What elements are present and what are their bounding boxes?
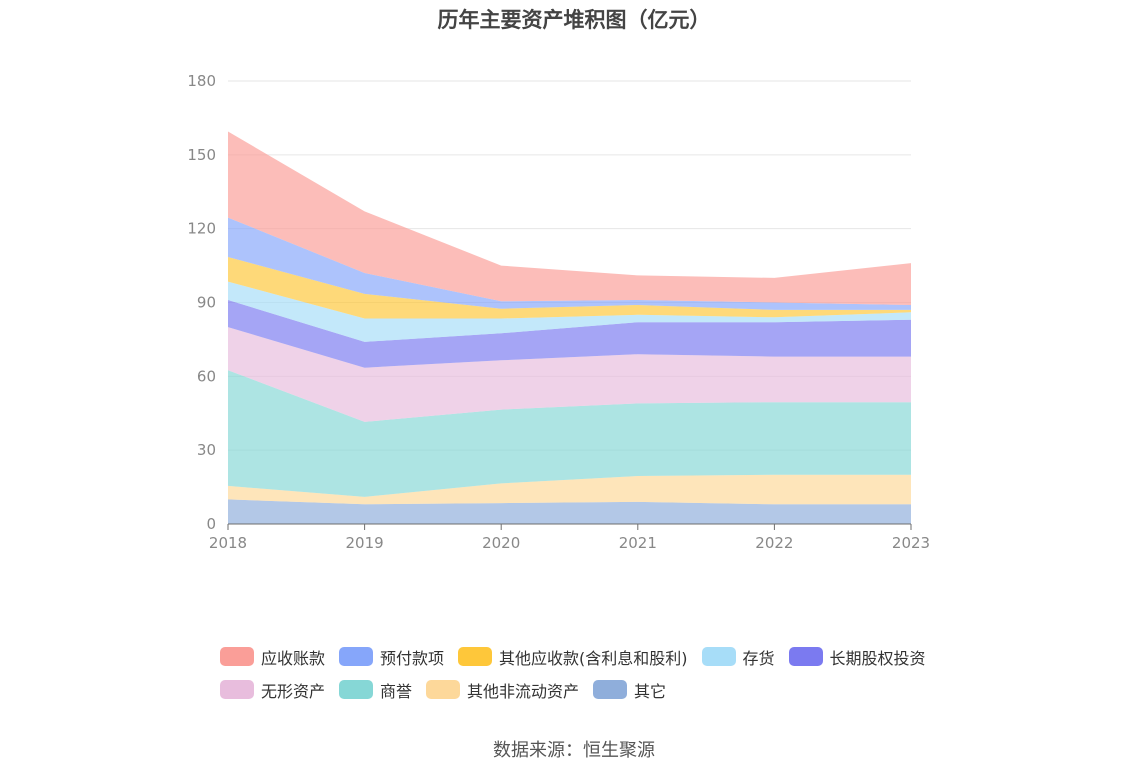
legend-item[interactable]: 其它 [593, 678, 666, 702]
legend-label: 应收账款 [261, 648, 326, 668]
legend-item[interactable]: 其他非流动资产 [426, 678, 579, 702]
legend-item[interactable]: 其他应收款(含利息和股利) [458, 645, 688, 669]
x-tick-label: 2023 [892, 534, 930, 552]
legend-label: 长期股权投资 [829, 648, 926, 668]
y-tick-label: 150 [187, 146, 216, 164]
y-tick-label: 60 [197, 367, 216, 385]
area-series [228, 499, 911, 524]
y-tick-label: 120 [187, 220, 216, 238]
area-series [228, 281, 911, 342]
legend-swatch [458, 647, 493, 666]
legend-swatch [593, 680, 628, 699]
y-tick-label: 90 [197, 294, 216, 312]
legend-swatch [339, 680, 374, 699]
legend-label: 预付款项 [380, 648, 445, 668]
area-series [228, 370, 911, 497]
area-series [228, 257, 911, 319]
legend-label: 存货 [742, 648, 775, 668]
area-series [228, 131, 911, 305]
legend-item[interactable]: 应收账款 [220, 645, 325, 669]
legend: 应收账款 预付款项 其他应收款(含利息和股利) 存货 长期股权投资无形资产 商誉 其他非流动… [220, 640, 960, 706]
legend-label: 其他应收款(含利息和股利) [499, 648, 688, 668]
legend-swatch [220, 680, 254, 699]
legend-row: 无形资产 商誉 其他非流动资产 其它 [220, 673, 960, 706]
legend-item[interactable]: 预付款项 [339, 645, 444, 669]
legend-swatch [220, 647, 254, 666]
area-series [228, 327, 911, 422]
legend-item[interactable]: 商誉 [339, 678, 412, 702]
legend-label: 无形资产 [261, 681, 326, 701]
legend-item[interactable]: 无形资产 [220, 678, 325, 702]
legend-swatch [701, 647, 736, 666]
area-series [228, 300, 911, 368]
x-tick-label: 2021 [619, 534, 657, 552]
area-series-layer [228, 131, 911, 524]
y-tick-label: 30 [197, 441, 216, 459]
legend-label: 其它 [634, 681, 667, 701]
x-tick-label: 2022 [755, 534, 793, 552]
data-source: 数据来源：恒生聚源 [493, 740, 655, 761]
legend-item[interactable]: 长期股权投资 [788, 645, 926, 669]
legend-swatch [339, 647, 374, 666]
legend-swatch [426, 680, 461, 699]
stacked-area-chart: 0 30 60 90 120 150 180 2018 2019 2020 2021 2022 2023 [187, 72, 930, 552]
legend-label: 商誉 [380, 681, 413, 701]
chart-title: 历年主要资产堆积图（亿元） [437, 8, 711, 32]
x-tick-label: 2020 [482, 534, 520, 552]
y-tick-label: 0 [206, 515, 216, 533]
area-series [228, 217, 911, 310]
y-tick-label: 180 [187, 72, 216, 90]
legend-row: 应收账款 预付款项 其他应收款(含利息和股利) 存货 长期股权投资 [220, 640, 960, 673]
legend-item[interactable]: 存货 [701, 645, 775, 669]
legend-swatch [788, 647, 823, 666]
x-tick-label: 2019 [346, 534, 384, 552]
area-series [228, 474, 911, 505]
axes: 0 30 60 90 120 150 180 2018 2019 2020 2021 2022 2023 [187, 72, 930, 552]
legend-label: 其他非流动资产 [467, 681, 580, 701]
x-tick-label: 2018 [209, 534, 247, 552]
